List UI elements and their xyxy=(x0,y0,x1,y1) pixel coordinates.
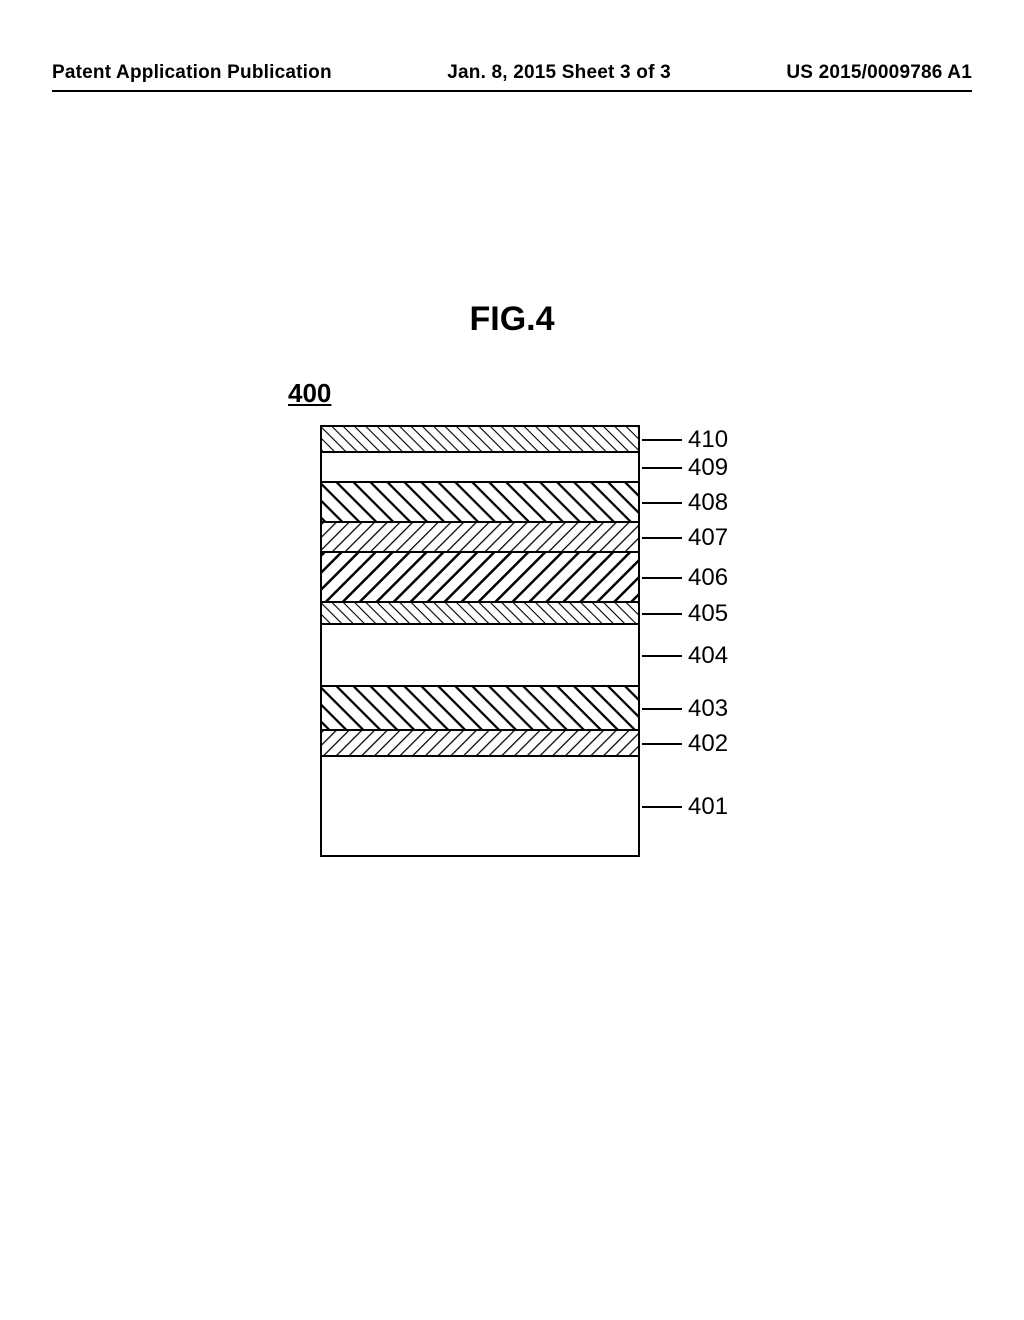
layer-stack-container: 410409408407406405404403402401 xyxy=(320,425,640,857)
header-rule xyxy=(52,90,972,92)
figure-reference: 400 xyxy=(288,378,331,409)
layer-label-405: 405 xyxy=(682,600,728,628)
header-right: US 2015/0009786 A1 xyxy=(786,62,972,84)
layer-stack xyxy=(320,425,640,857)
header-left: Patent Application Publication xyxy=(52,62,332,84)
layer-label-408: 408 xyxy=(682,489,728,517)
layer-410 xyxy=(322,427,638,453)
layer-406 xyxy=(322,553,638,603)
layer-404 xyxy=(322,625,638,687)
leader-403 xyxy=(642,708,682,710)
page: Patent Application Publication Jan. 8, 2… xyxy=(0,0,1024,1320)
callout-408: 408 xyxy=(642,489,728,517)
leader-410 xyxy=(642,439,682,441)
layer-401 xyxy=(322,757,638,857)
layer-label-407: 407 xyxy=(682,524,728,552)
leader-406 xyxy=(642,577,682,579)
callout-406: 406 xyxy=(642,564,728,592)
callout-407: 407 xyxy=(642,524,728,552)
layer-label-401: 401 xyxy=(682,793,728,821)
header-center: Jan. 8, 2015 Sheet 3 of 3 xyxy=(447,62,671,84)
layer-label-406: 406 xyxy=(682,564,728,592)
layer-408 xyxy=(322,483,638,523)
layer-label-410: 410 xyxy=(682,426,728,454)
callout-404: 404 xyxy=(642,642,728,670)
page-header: Patent Application Publication Jan. 8, 2… xyxy=(0,62,1024,92)
leader-404 xyxy=(642,655,682,657)
layer-403 xyxy=(322,687,638,731)
callout-402: 402 xyxy=(642,730,728,758)
layer-label-402: 402 xyxy=(682,730,728,758)
layer-405 xyxy=(322,603,638,625)
leader-402 xyxy=(642,743,682,745)
layer-label-403: 403 xyxy=(682,695,728,723)
leader-401 xyxy=(642,806,682,808)
figure-title: FIG.4 xyxy=(469,300,554,339)
leader-407 xyxy=(642,537,682,539)
header-line: Patent Application Publication Jan. 8, 2… xyxy=(52,62,972,84)
callout-410: 410 xyxy=(642,426,728,454)
leader-405 xyxy=(642,613,682,615)
callout-409: 409 xyxy=(642,454,728,482)
layer-label-404: 404 xyxy=(682,642,728,670)
callout-403: 403 xyxy=(642,695,728,723)
leader-409 xyxy=(642,467,682,469)
layer-402 xyxy=(322,731,638,757)
callout-401: 401 xyxy=(642,793,728,821)
layer-409 xyxy=(322,453,638,483)
leader-408 xyxy=(642,502,682,504)
callout-405: 405 xyxy=(642,600,728,628)
layer-407 xyxy=(322,523,638,553)
layer-label-409: 409 xyxy=(682,454,728,482)
